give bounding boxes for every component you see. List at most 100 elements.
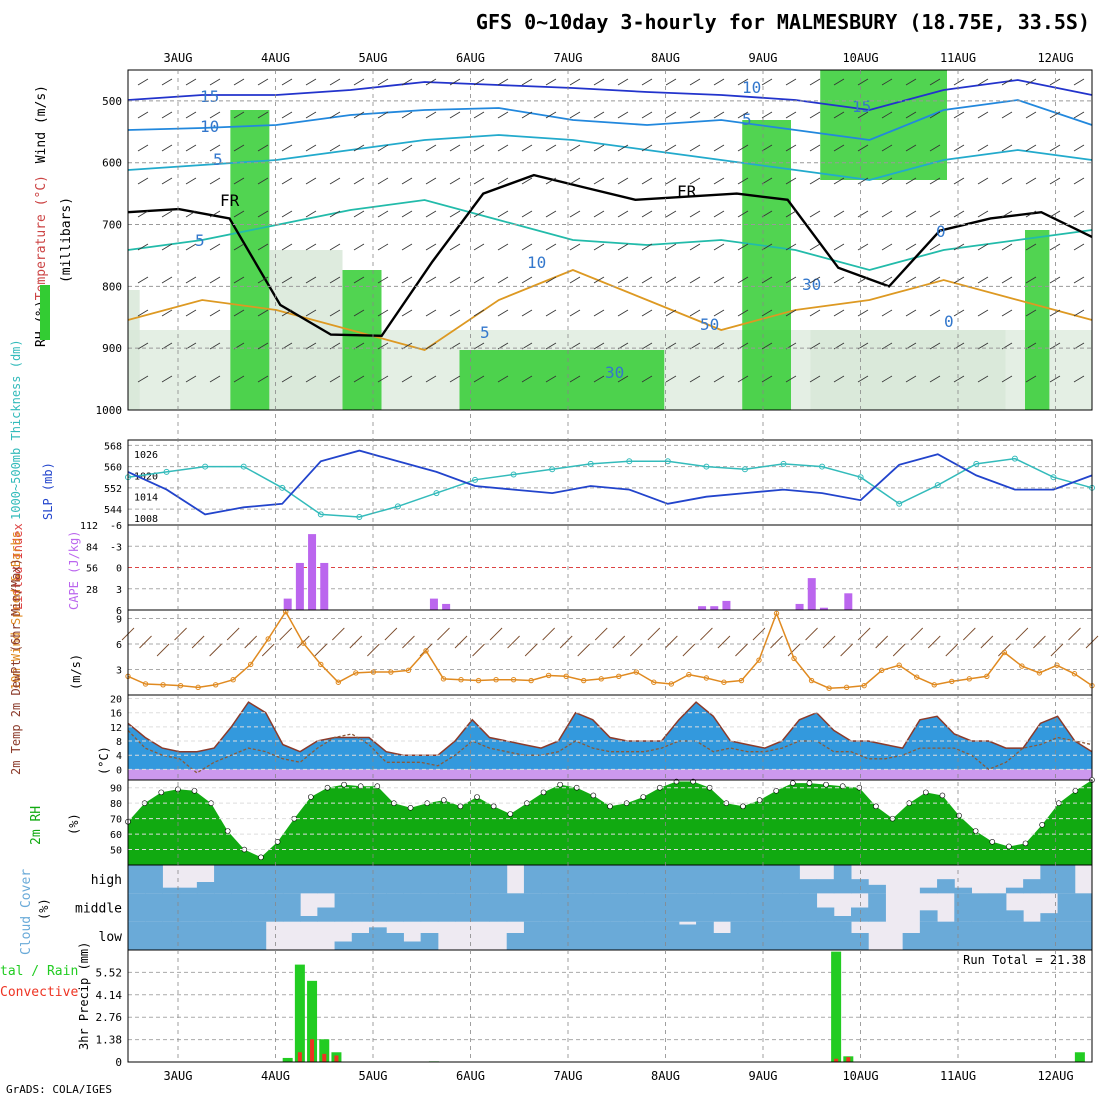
thickness-point [472, 476, 479, 483]
cloud-bar-middle [592, 893, 611, 922]
top-day-label: 9AUG [749, 51, 778, 65]
cloud-bar-high [162, 887, 181, 894]
wind-barb [569, 375, 581, 383]
cloud-bar-middle [369, 893, 387, 922]
temp-area [128, 702, 1092, 770]
y-tick-label-right: 1008 [134, 514, 158, 525]
wind-barb [209, 177, 221, 185]
wind-barb [257, 276, 269, 284]
wind-barb [647, 627, 661, 641]
wind-barb [473, 78, 485, 86]
cloud-bar-high [1005, 887, 1024, 894]
cloud-bar-high [541, 865, 559, 894]
y-tick-label-right: 84 [86, 542, 98, 553]
rh-point [740, 803, 746, 810]
cloud-bar-high [610, 865, 628, 894]
wind-speed-point [493, 677, 499, 683]
cloud-bar-high [816, 879, 835, 894]
wind-barb [507, 635, 520, 649]
wind-barb [401, 144, 413, 152]
wind-barb [209, 78, 221, 86]
y-tick-label: 6 [116, 606, 122, 617]
wind-barb [761, 144, 773, 152]
wind-barb [425, 111, 437, 119]
cloud-bar-high [937, 879, 955, 894]
cloud-bar-high [696, 865, 714, 894]
legend-convective: Convective [0, 985, 78, 1000]
wind-speed-point [949, 678, 955, 685]
wind-barb [353, 210, 365, 218]
contour-label: 15 [852, 97, 871, 116]
cloud-bar-middle [747, 893, 766, 922]
wind-barb [737, 243, 749, 251]
wind-barb [665, 210, 677, 218]
y-tick-label: 12 [110, 723, 122, 734]
y-tick-label: 1000 [96, 404, 123, 417]
wind-barb [1025, 375, 1037, 383]
cloud-bar-low [954, 921, 972, 950]
wind-barb [401, 210, 413, 218]
y-tick-label: -6 [110, 521, 122, 532]
wind-barb [682, 643, 696, 657]
contour-label: 10 [742, 78, 761, 97]
wind-barb [281, 144, 293, 152]
cloud-bar-low [937, 921, 955, 950]
cloud-bar-middle [386, 893, 404, 922]
rh-point [308, 794, 314, 800]
wind-barb [1033, 635, 1046, 649]
wind-barb [545, 342, 557, 350]
wind-barb [329, 144, 341, 152]
rh-point [474, 794, 480, 800]
cloud-bar-low [627, 921, 645, 950]
cloud-bar-high [455, 865, 473, 894]
wind-barb [1001, 375, 1013, 383]
y-tick-label: 552 [104, 484, 122, 495]
wind-barb [472, 643, 485, 657]
cloud-bar-low [816, 921, 835, 950]
cloud-bar-middle [265, 893, 284, 922]
wind-barb [449, 276, 461, 284]
wind-barb [185, 78, 197, 86]
wind-barb [137, 177, 149, 185]
y-tick-label: 2.76 [96, 1011, 123, 1024]
thickness-point [202, 463, 209, 470]
cloud-bar-low [248, 921, 267, 950]
wind-barb [209, 243, 221, 251]
wind-barb [822, 635, 836, 649]
rh-point [1039, 822, 1045, 828]
wind-barb [945, 643, 959, 657]
cloud-bar-low [420, 933, 439, 950]
wind-barb [881, 78, 893, 86]
wind-barb [713, 177, 725, 185]
wind-barb [449, 111, 461, 119]
wind-barb [737, 78, 749, 86]
wind-barb [305, 210, 317, 218]
wind-speed-point [247, 661, 254, 668]
wind-barb [785, 111, 797, 119]
wind-barb [305, 276, 317, 284]
wind-barb [185, 309, 197, 317]
wind-barb [833, 144, 845, 152]
y-tick-label: 800 [102, 280, 122, 293]
cloud-bar-middle [162, 893, 181, 922]
wind-barb [809, 177, 821, 185]
y-tick-label: 900 [102, 342, 122, 355]
wind-barb [449, 177, 461, 185]
cloud-bar-high [558, 865, 577, 894]
wind-barb [713, 210, 725, 218]
wind-barb [377, 210, 389, 218]
cloud-bar-low [661, 921, 680, 950]
y-tick-label: 700 [102, 219, 122, 232]
wind-barb [281, 78, 293, 86]
wind-speed-point [423, 648, 429, 654]
wind-speed-point [388, 669, 394, 675]
wind-barb [857, 78, 869, 86]
precip-convective-bar [334, 1055, 339, 1062]
wind-speed-point [300, 640, 306, 646]
wind-barb [497, 309, 509, 317]
cloud-bar-high [248, 865, 267, 894]
wind-barb [977, 210, 989, 218]
axis-unit: (°C) [97, 746, 111, 775]
wind-barb [840, 643, 853, 657]
rh-point [640, 794, 647, 800]
